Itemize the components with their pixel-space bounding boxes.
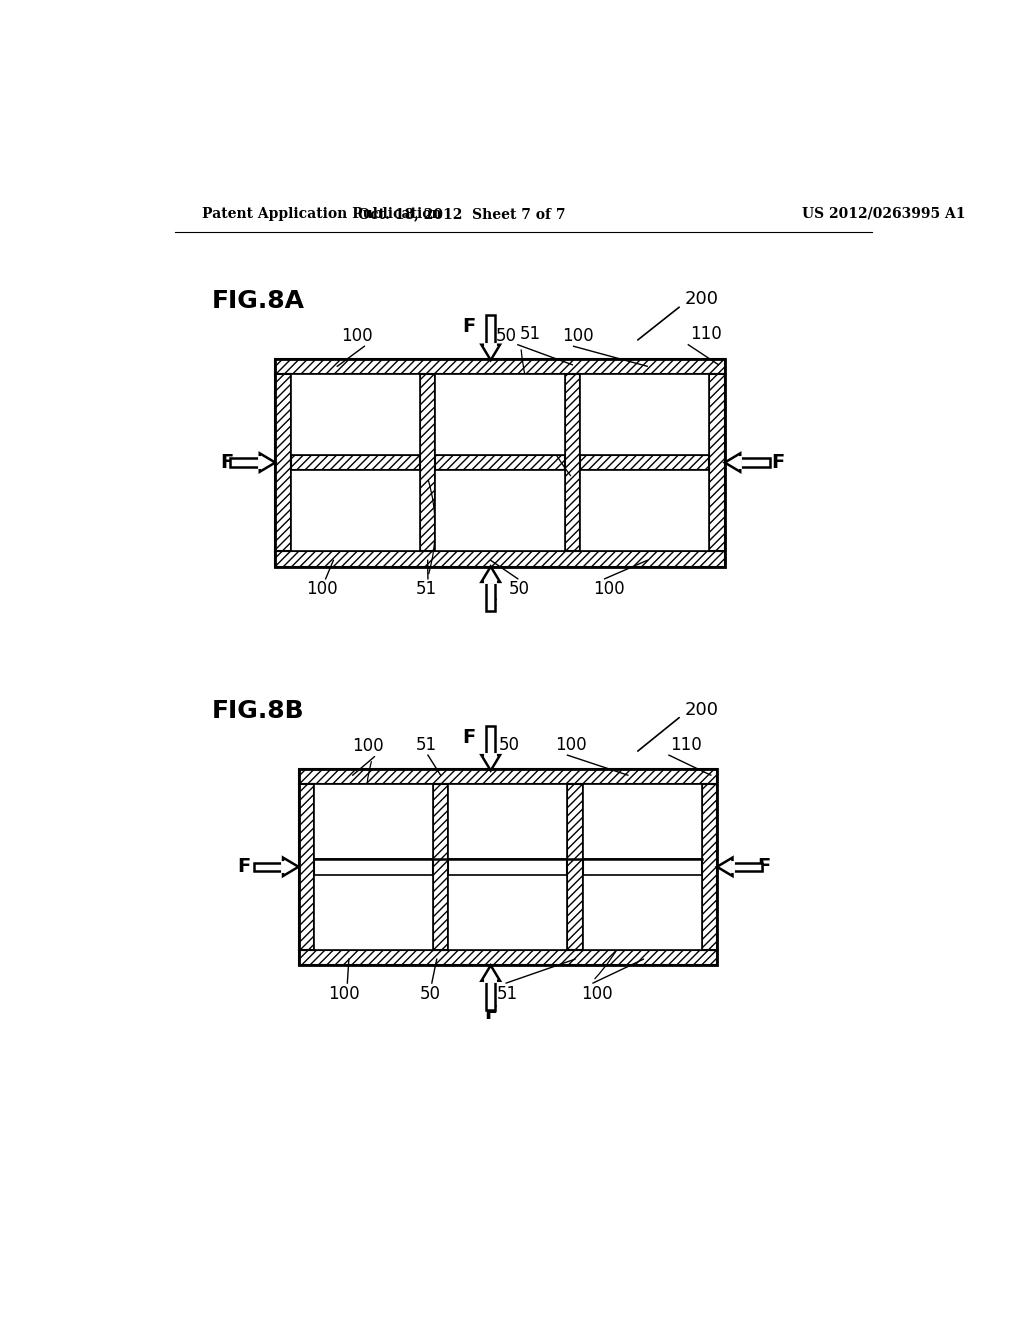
Bar bbox=[299, 770, 717, 965]
Text: 100: 100 bbox=[306, 581, 338, 598]
Bar bbox=[314, 875, 433, 950]
Polygon shape bbox=[260, 453, 275, 471]
Polygon shape bbox=[283, 858, 299, 876]
Text: 51: 51 bbox=[498, 985, 518, 1003]
Bar bbox=[291, 470, 420, 552]
Polygon shape bbox=[481, 566, 500, 582]
Bar bbox=[486, 981, 495, 1010]
Text: 110: 110 bbox=[671, 735, 702, 754]
Text: 100: 100 bbox=[328, 985, 359, 1003]
Polygon shape bbox=[481, 345, 500, 360]
Bar bbox=[567, 784, 583, 950]
Text: 200: 200 bbox=[684, 701, 719, 718]
Text: 50: 50 bbox=[420, 985, 440, 1003]
Polygon shape bbox=[725, 453, 740, 471]
Bar bbox=[314, 784, 433, 859]
Bar bbox=[275, 374, 291, 552]
Text: US 2012/0263995 A1: US 2012/0263995 A1 bbox=[802, 207, 966, 220]
Text: 51: 51 bbox=[416, 735, 437, 754]
Text: 100: 100 bbox=[555, 735, 587, 754]
Polygon shape bbox=[717, 858, 732, 876]
Text: 200: 200 bbox=[684, 290, 719, 309]
Text: F: F bbox=[771, 453, 784, 473]
Text: 51: 51 bbox=[519, 325, 541, 343]
Bar bbox=[583, 875, 701, 950]
Text: F: F bbox=[463, 317, 475, 335]
Text: Oct. 18, 2012  Sheet 7 of 7: Oct. 18, 2012 Sheet 7 of 7 bbox=[357, 207, 565, 220]
Text: F: F bbox=[484, 1003, 498, 1023]
Text: F: F bbox=[220, 453, 233, 473]
Text: F: F bbox=[238, 857, 251, 876]
Text: 51: 51 bbox=[416, 581, 437, 598]
Bar bbox=[299, 770, 717, 784]
Polygon shape bbox=[481, 965, 500, 981]
Text: F: F bbox=[463, 727, 475, 747]
Bar bbox=[291, 374, 420, 455]
Bar bbox=[254, 862, 283, 871]
Bar bbox=[230, 458, 260, 467]
Bar bbox=[299, 950, 717, 965]
Bar bbox=[435, 470, 564, 552]
Bar bbox=[580, 470, 710, 552]
Bar bbox=[486, 582, 495, 611]
Text: 50: 50 bbox=[499, 735, 520, 754]
Bar bbox=[710, 374, 725, 552]
Text: F: F bbox=[484, 597, 498, 616]
Bar bbox=[740, 458, 770, 467]
Bar bbox=[291, 455, 710, 470]
Bar bbox=[732, 862, 762, 871]
Bar bbox=[433, 784, 449, 950]
Bar bbox=[275, 552, 725, 566]
Text: 50: 50 bbox=[509, 581, 529, 598]
Bar bbox=[435, 374, 564, 455]
Bar bbox=[583, 784, 701, 859]
Text: 100: 100 bbox=[341, 327, 373, 345]
Text: 50: 50 bbox=[496, 327, 517, 345]
Bar bbox=[701, 784, 717, 950]
Text: F: F bbox=[757, 857, 770, 876]
Text: 100: 100 bbox=[593, 581, 625, 598]
Text: 100: 100 bbox=[581, 985, 612, 1003]
Text: 100: 100 bbox=[562, 327, 593, 345]
Bar bbox=[486, 315, 495, 345]
Bar bbox=[275, 359, 725, 566]
Text: FIG.8A: FIG.8A bbox=[212, 289, 305, 313]
Bar bbox=[449, 784, 567, 859]
Text: FIG.8B: FIG.8B bbox=[212, 700, 304, 723]
Bar bbox=[564, 374, 580, 552]
Bar bbox=[449, 875, 567, 950]
Text: 110: 110 bbox=[690, 325, 722, 343]
Bar bbox=[275, 359, 725, 374]
Bar bbox=[420, 374, 435, 552]
Bar bbox=[299, 784, 314, 950]
Text: Patent Application Publication: Patent Application Publication bbox=[202, 207, 441, 220]
Polygon shape bbox=[481, 755, 500, 771]
Bar bbox=[580, 374, 710, 455]
Text: 100: 100 bbox=[352, 737, 384, 755]
Bar bbox=[486, 726, 495, 755]
